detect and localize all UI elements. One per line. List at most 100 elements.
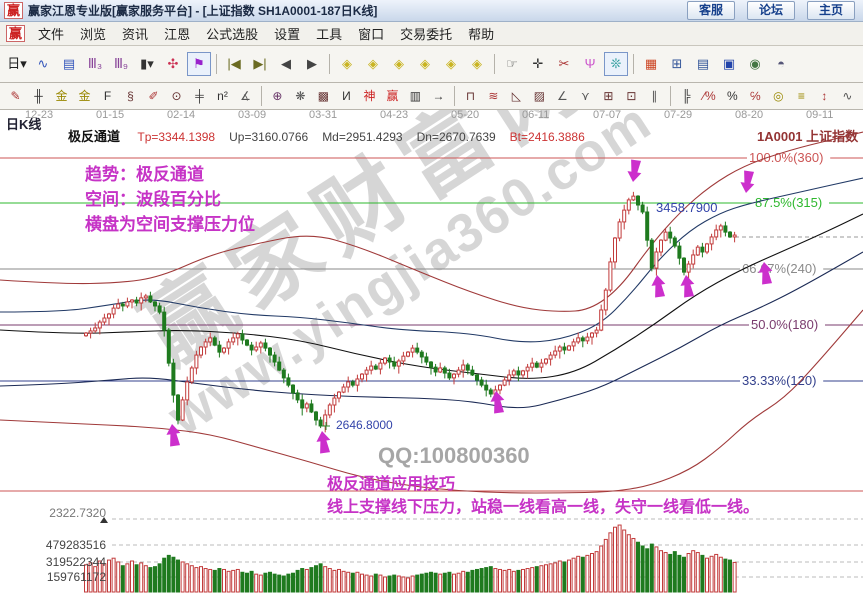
- service-button[interactable]: 客服: [687, 1, 735, 20]
- menu-交易委托[interactable]: 交易委托: [400, 27, 453, 42]
- notes-icon[interactable]: ▤: [696, 56, 710, 71]
- candle-body: [636, 195, 640, 206]
- parallel-lines-icon[interactable]: ∥: [651, 89, 658, 103]
- pointer-right-icon[interactable]: →: [432, 89, 445, 103]
- menu-资讯[interactable]: 资讯: [122, 27, 149, 42]
- menu-帮助[interactable]: 帮助: [468, 27, 495, 42]
- title-bar[interactable]: 赢 赢家江恩专业版[赢家服务平台] - [上证指数 SH1A0001-187日K…: [0, 0, 863, 22]
- calendar-icon[interactable]: ▦: [644, 56, 658, 71]
- cut-icon[interactable]: ✂: [558, 56, 570, 71]
- grid-box2-icon[interactable]: ⊡: [626, 89, 637, 103]
- first-bar-icon[interactable]: |◀: [227, 56, 241, 71]
- candle-body: [452, 373, 456, 379]
- grid-box-icon[interactable]: ⊞: [603, 89, 614, 103]
- calculator-icon[interactable]: ⊞: [671, 56, 683, 71]
- fall-percent-icon[interactable]: ⁄%: [703, 89, 716, 103]
- red-pen-icon[interactable]: ✐: [148, 89, 159, 103]
- candle-body: [608, 261, 613, 291]
- remote-icon[interactable]: ◓: [777, 56, 785, 71]
- candle-body: [613, 237, 617, 263]
- gold-grid-a-icon[interactable]: 金: [55, 89, 68, 103]
- gold-line-icon[interactable]: ≡: [797, 89, 805, 103]
- diamond-compress-icon[interactable]: ◈: [420, 56, 430, 71]
- shen-icon[interactable]: 神: [363, 89, 376, 103]
- toolbar-separator: [453, 86, 455, 106]
- candle-body: [166, 329, 171, 364]
- spiral-icon[interactable]: §: [127, 89, 134, 103]
- time-circle-icon[interactable]: ⊙: [171, 89, 182, 103]
- ruler-123-icon[interactable]: ▥: [409, 89, 422, 103]
- candle-body: [208, 337, 213, 343]
- menu-工具[interactable]: 工具: [316, 27, 343, 42]
- boxed-web-icon[interactable]: ▩: [317, 89, 330, 103]
- trend-wave-icon[interactable]: ∿: [37, 56, 49, 71]
- diamond-right-icon[interactable]: ◈: [368, 56, 378, 71]
- volume-bar: [709, 555, 714, 593]
- volume-bar: [254, 573, 259, 593]
- menu-浏览[interactable]: 浏览: [80, 27, 107, 42]
- gold-grid-b-icon[interactable]: 金: [78, 89, 91, 103]
- web-icon[interactable]: ❋: [295, 89, 306, 103]
- forum-button[interactable]: 论坛: [747, 1, 795, 20]
- minutes-3-icon[interactable]: Ⅲ₃: [87, 56, 103, 71]
- hand-icon[interactable]: ☞: [506, 56, 518, 71]
- diamond-left-icon[interactable]: ◈: [342, 56, 352, 71]
- angle-fan-icon[interactable]: ∡: [240, 89, 251, 103]
- fan-box-icon[interactable]: ◺: [511, 89, 522, 103]
- menu-窗口[interactable]: 窗口: [358, 27, 385, 42]
- brain-icon[interactable]: ❊: [604, 52, 628, 76]
- circle-target-icon[interactable]: ⊕: [272, 89, 283, 103]
- candle-body: [507, 374, 512, 381]
- f-grid-icon[interactable]: F: [103, 89, 112, 103]
- candle-body: [203, 341, 208, 348]
- home-button[interactable]: 主页: [807, 1, 855, 20]
- percent-icon[interactable]: %: [727, 89, 738, 103]
- save-icon[interactable]: ▣: [722, 56, 736, 71]
- angle-lines-icon[interactable]: ∠: [557, 89, 568, 103]
- share-icon[interactable]: ◉: [749, 56, 761, 71]
- candle-arrow-icon[interactable]: ↕: [821, 89, 828, 103]
- info-panel-icon[interactable]: ▤: [62, 56, 76, 71]
- prev-bar-icon[interactable]: ◀: [281, 56, 291, 71]
- menu-文件[interactable]: 文件: [38, 27, 65, 42]
- speed-line-icon[interactable]: И: [342, 89, 351, 103]
- percent-chart-icon[interactable]: ╠: [682, 89, 691, 103]
- ray-fan-icon[interactable]: ≋: [488, 89, 499, 103]
- percent-line-icon[interactable]: ℅: [750, 89, 761, 103]
- pink-tool-icon[interactable]: Ψ: [584, 56, 596, 71]
- crosshair-icon[interactable]: ✛: [532, 56, 544, 71]
- gradient-flag-icon[interactable]: ⚑: [187, 52, 211, 76]
- last-bar-icon[interactable]: ▶|: [253, 56, 267, 71]
- menu-公式选股[interactable]: 公式选股: [206, 27, 259, 42]
- pen-icon[interactable]: ✎: [10, 89, 21, 103]
- menu-设置[interactable]: 设置: [274, 27, 301, 42]
- menu-bar[interactable]: 赢 文件 浏览 资讯 江恩 公式选股 设置 工具 窗口 交易委托 帮助: [0, 22, 863, 46]
- period-selector-icon[interactable]: 日▾: [7, 56, 27, 71]
- next-bar-icon[interactable]: ▶: [307, 56, 317, 71]
- volume-bar: [433, 572, 438, 593]
- web-box-icon[interactable]: ▨: [533, 89, 546, 103]
- diamond-reset-icon[interactable]: ◈: [472, 56, 482, 71]
- candle-body: [594, 329, 599, 334]
- wave-icon[interactable]: ∿: [842, 89, 853, 103]
- diamond-full-icon[interactable]: ◈: [446, 56, 456, 71]
- vee-lines-icon[interactable]: ⋎: [581, 89, 590, 103]
- box-tool-icon[interactable]: ⊓: [465, 89, 476, 103]
- volume-bar: [120, 565, 125, 593]
- gann-grid-icon[interactable]: ╫: [34, 89, 43, 103]
- gold-circle-icon[interactable]: ◎: [773, 89, 784, 103]
- volume-bar: [461, 570, 466, 593]
- volume-bar: [484, 567, 489, 593]
- ying-icon[interactable]: 赢: [386, 89, 399, 103]
- volume-bar: [203, 568, 208, 593]
- n-square-icon[interactable]: n²: [217, 89, 228, 103]
- pattern-icon[interactable]: ✣: [167, 56, 179, 71]
- diamond-expand-icon[interactable]: ◈: [394, 56, 404, 71]
- menu-江恩[interactable]: 江恩: [164, 27, 191, 42]
- minutes-9-icon[interactable]: Ⅲ₉: [113, 56, 129, 71]
- ruler-hash-icon[interactable]: ╪: [195, 89, 204, 103]
- volume-bar: [245, 572, 249, 593]
- candle-body: [245, 339, 249, 346]
- candle-style-icon[interactable]: ▮▾: [140, 56, 154, 71]
